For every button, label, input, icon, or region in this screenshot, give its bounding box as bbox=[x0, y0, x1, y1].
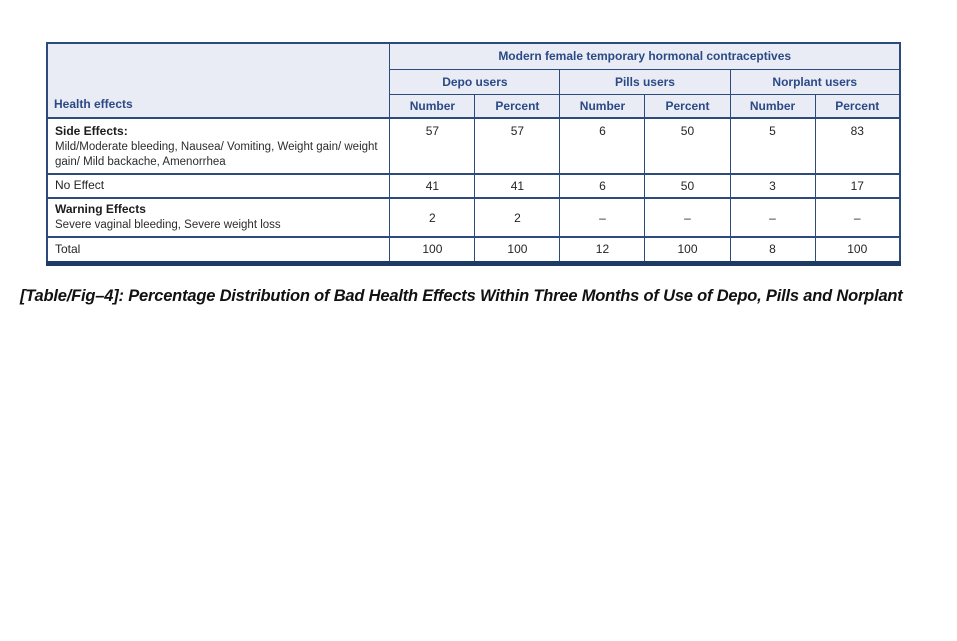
row-detail: Mild/Moderate bleeding, Nausea/ Vomiting… bbox=[55, 140, 378, 168]
table-row-warning-effects: Warning Effects Severe vaginal bleeding,… bbox=[46, 197, 901, 239]
header-row-user-groups: Depo users Pills users Norplant users bbox=[47, 68, 901, 95]
value-cell: 100 bbox=[814, 236, 901, 265]
header-norplant-percent: Percent bbox=[814, 93, 901, 119]
value-cell: 57 bbox=[474, 116, 561, 176]
row-label-cell: No Effect bbox=[46, 173, 391, 200]
table-row-total: Total 100 100 12 100 8 100 bbox=[46, 236, 901, 265]
value-cell: 83 bbox=[814, 116, 901, 176]
value-cell: 57 bbox=[389, 116, 476, 176]
row-title: Side Effects: bbox=[55, 124, 128, 138]
value-cell: 6 bbox=[559, 173, 646, 200]
value-cell: 41 bbox=[474, 173, 561, 200]
row-title: No Effect bbox=[55, 178, 105, 193]
table-caption: [Table/Fig–4]: Percentage Distribution o… bbox=[20, 287, 903, 305]
header-contraceptives-title: Modern female temporary hormonal contrac… bbox=[389, 42, 901, 70]
value-cell: – bbox=[644, 197, 731, 239]
value-cell: – bbox=[814, 197, 901, 239]
header-pills-number: Number bbox=[559, 93, 646, 119]
row-title: Warning Effects bbox=[55, 202, 146, 217]
value-cell: 41 bbox=[389, 173, 476, 200]
value-cell: – bbox=[729, 197, 816, 239]
table-row-side-effects: Side Effects: Mild/Moderate bleeding, Na… bbox=[46, 116, 901, 176]
health-effects-table: Health effects Modern female temporary h… bbox=[46, 42, 901, 266]
value-cell: 5 bbox=[729, 116, 816, 176]
value-cell: 2 bbox=[389, 197, 476, 239]
header-health-effects: Health effects bbox=[46, 42, 391, 119]
header-row-group-title: Health effects Modern female temporary h… bbox=[46, 42, 901, 119]
value-cell: 12 bbox=[559, 236, 646, 265]
value-cell: 100 bbox=[389, 236, 476, 265]
header-depo-users: Depo users bbox=[389, 68, 561, 95]
row-label-cell: Warning Effects Severe vaginal bleeding,… bbox=[46, 197, 391, 239]
value-cell: 6 bbox=[559, 116, 646, 176]
value-cell: 100 bbox=[474, 236, 561, 265]
value-cell: 100 bbox=[644, 236, 731, 265]
row-detail: Severe vaginal bleeding, Severe weight l… bbox=[55, 219, 281, 231]
value-cell: 17 bbox=[814, 173, 901, 200]
table-body: Side Effects: Mild/Moderate bleeding, Na… bbox=[46, 116, 901, 265]
value-cell: – bbox=[559, 197, 646, 239]
header-norplant-number: Number bbox=[729, 93, 816, 119]
row-label-cell: Side Effects: Mild/Moderate bleeding, Na… bbox=[46, 116, 391, 176]
value-cell: 8 bbox=[729, 236, 816, 265]
table-header: Health effects Modern female temporary h… bbox=[46, 42, 901, 119]
table-row-no-effect: No Effect 41 41 6 50 3 17 bbox=[46, 173, 901, 200]
header-pills-percent: Percent bbox=[644, 93, 731, 119]
value-cell: 50 bbox=[644, 116, 731, 176]
header-depo-number: Number bbox=[389, 93, 476, 119]
value-cell: 2 bbox=[474, 197, 561, 239]
header-pills-users: Pills users bbox=[559, 68, 731, 95]
header-row-subcolumns: Number Percent Number Percent Number Per… bbox=[47, 93, 901, 119]
value-cell: 50 bbox=[644, 173, 731, 200]
row-title: Total bbox=[55, 241, 81, 256]
value-cell: 3 bbox=[729, 173, 816, 200]
header-norplant-users: Norplant users bbox=[729, 68, 901, 95]
header-depo-percent: Percent bbox=[474, 93, 561, 119]
row-label-cell: Total bbox=[46, 236, 391, 265]
